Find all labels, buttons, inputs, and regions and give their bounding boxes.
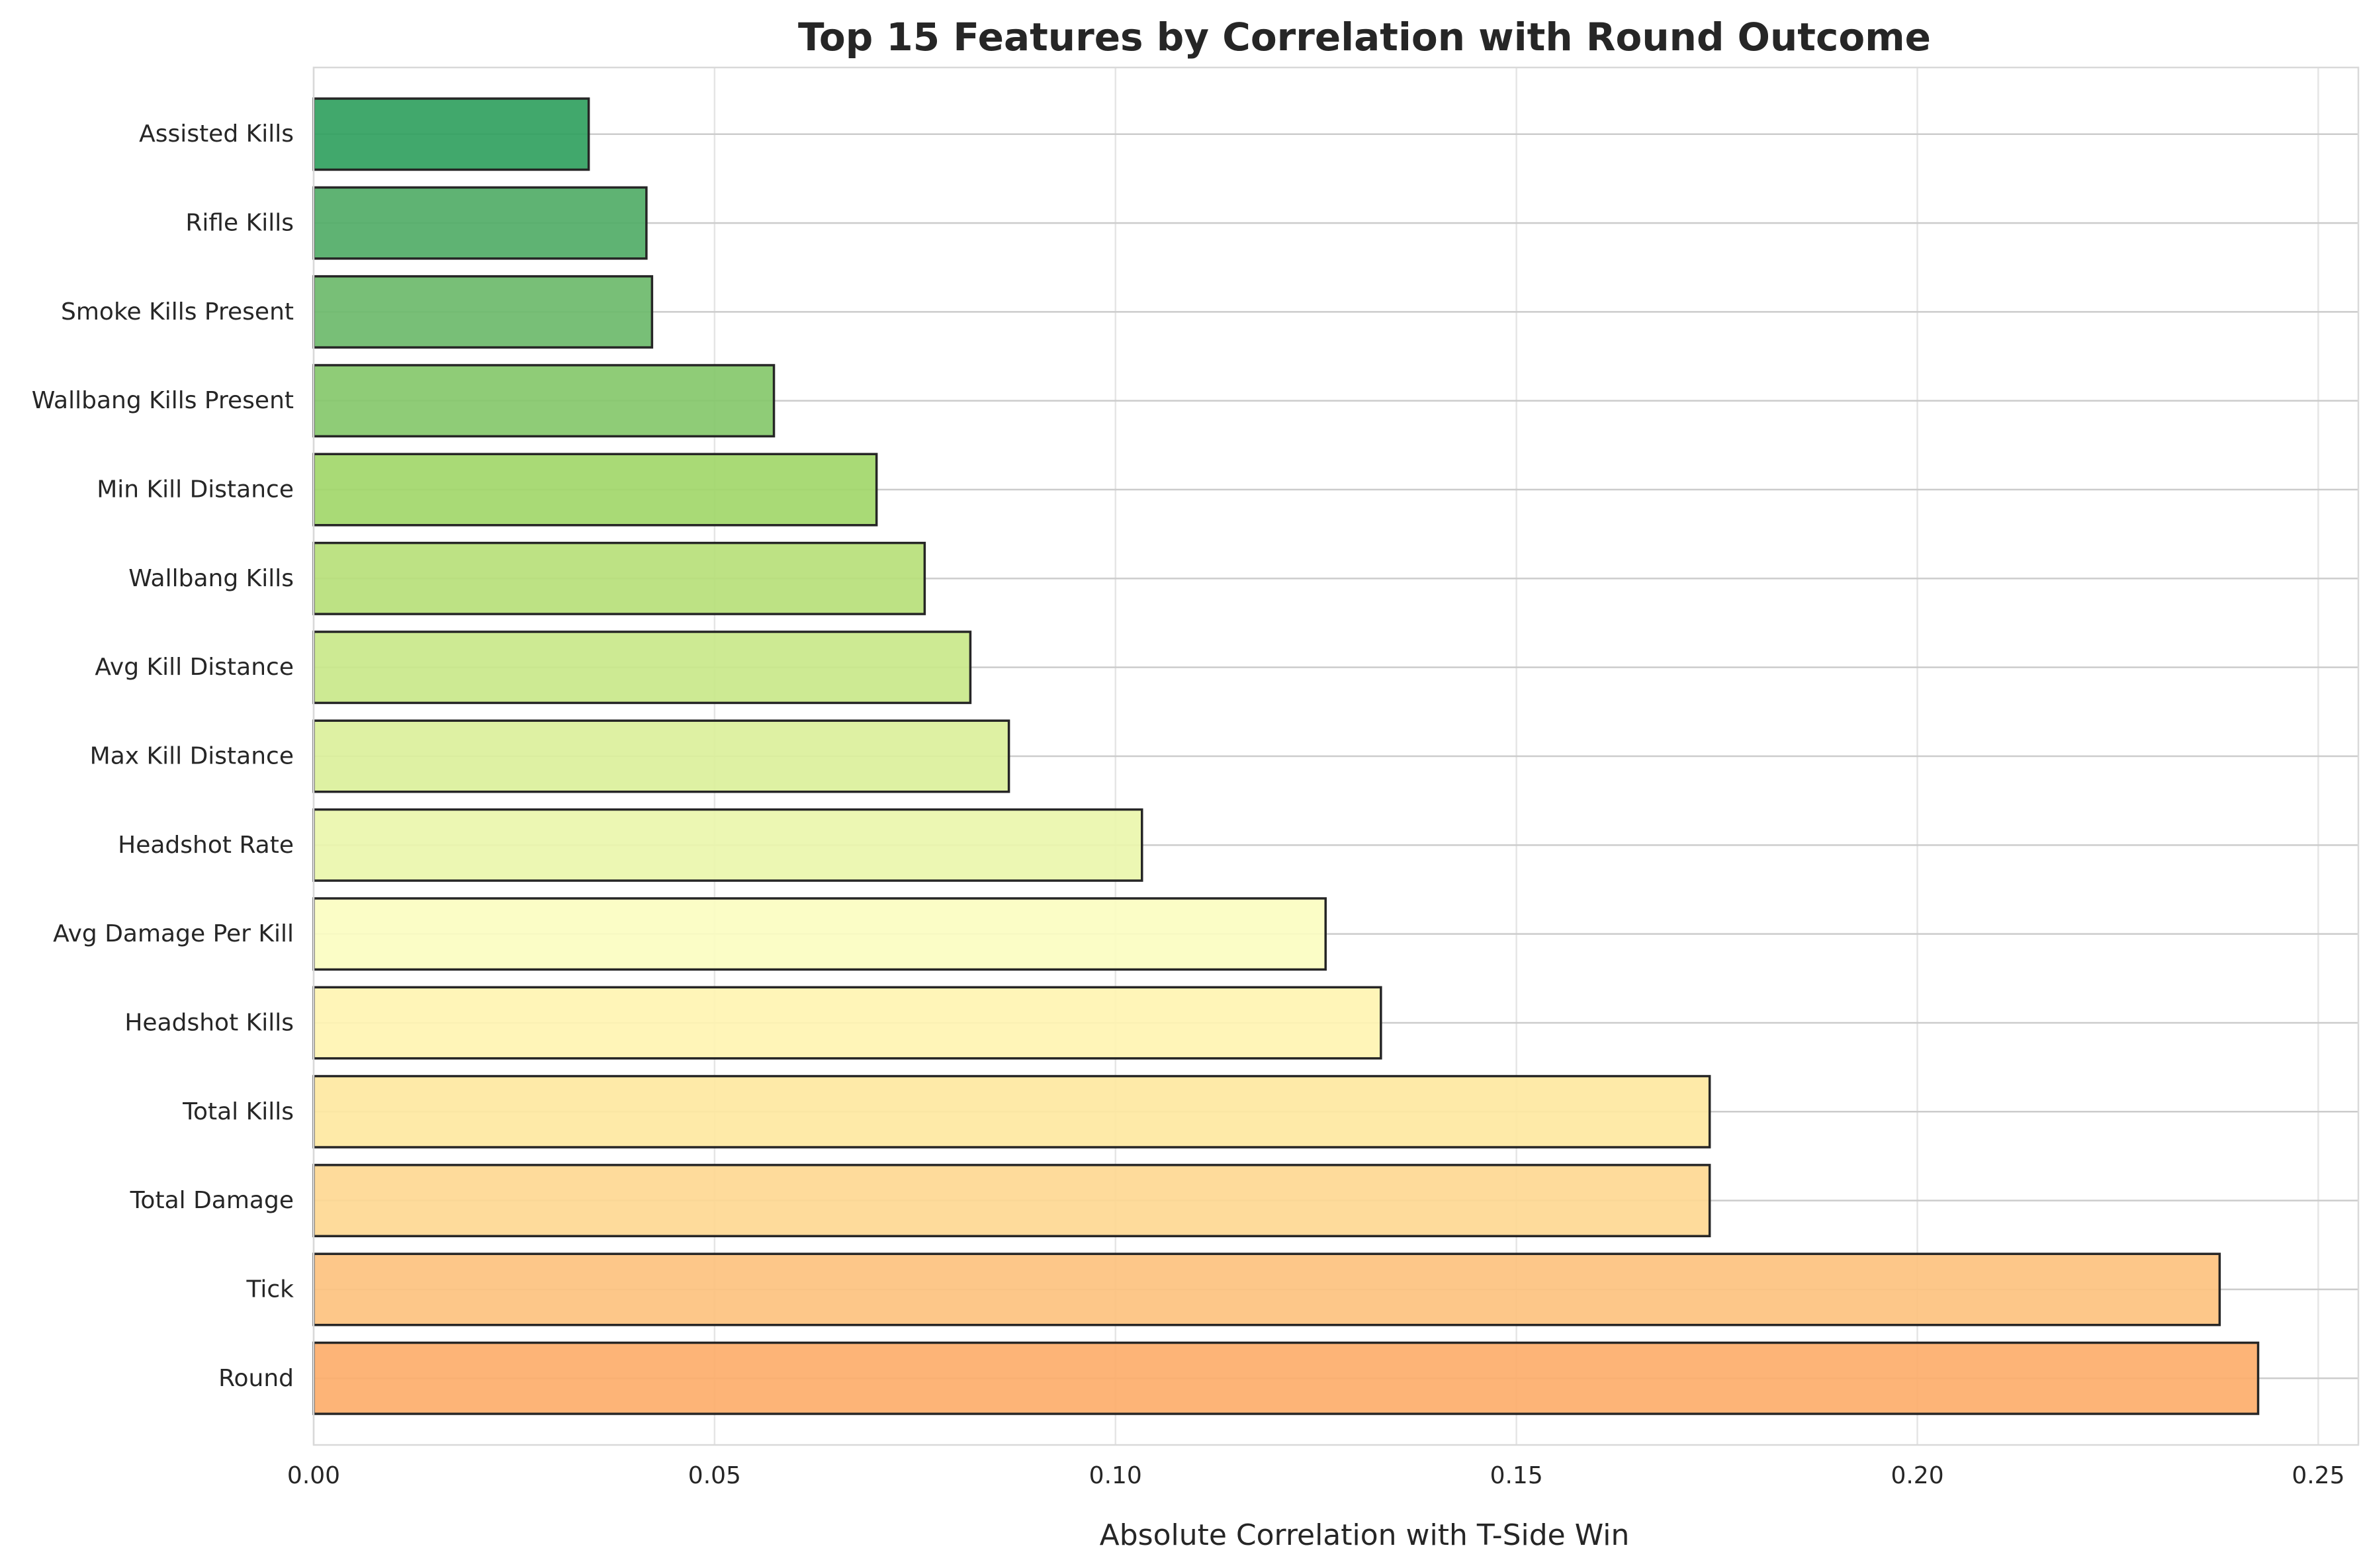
y-tick-label-wallbang-kills-present: Wallbang Kills Present xyxy=(32,387,294,414)
y-tick-label-smoke-kills-present: Smoke Kills Present xyxy=(61,298,294,326)
bar-avg-kill-distance xyxy=(312,631,972,705)
bar-total-damage xyxy=(312,1164,1711,1238)
y-tick-label-min-kill-distance: Min Kill Distance xyxy=(97,476,294,503)
y-tick-label-max-kill-distance: Max Kill Distance xyxy=(90,743,294,770)
y-tick-label-assisted-kills: Assisted Kills xyxy=(139,120,294,148)
bar-min-kill-distance xyxy=(312,453,878,527)
bar-headshot-kills xyxy=(312,986,1382,1060)
bar-avg-damage-per-kill xyxy=(312,897,1327,971)
y-tick-label-avg-damage-per-kill: Avg Damage Per Kill xyxy=(53,920,294,947)
y-tick-label-total-damage: Total Damage xyxy=(130,1187,294,1214)
y-tick-labels: Round Tick Total Damage Total Kills Headshot… xyxy=(32,120,294,1392)
bars xyxy=(312,97,2260,1415)
x-tick-labels: 0.00 0.05 0.10 0.15 0.20 0.25 xyxy=(287,1462,2345,1489)
x-axis-label: Absolute Correlation with T-Side Win xyxy=(1100,1518,1630,1552)
x-tick-label-2: 0.10 xyxy=(1089,1462,1142,1489)
y-tick-label-tick: Tick xyxy=(245,1276,294,1303)
x-tick-label-3: 0.15 xyxy=(1490,1462,1543,1489)
bar-assisted-kills xyxy=(312,97,590,171)
y-tick-label-rifle-kills: Rifle Kills xyxy=(185,210,294,237)
bar-round xyxy=(312,1341,2260,1415)
y-tick-label-headshot-kills: Headshot Kills xyxy=(124,1009,294,1036)
y-tick-label-wallbang-kills: Wallbang Kills xyxy=(128,565,294,592)
bar-wallbang-kills-present xyxy=(312,364,776,438)
x-tick-label-5: 0.25 xyxy=(2292,1462,2344,1489)
plot-border xyxy=(312,66,2360,1446)
bar-smoke-kills-present xyxy=(312,275,654,349)
bar-rifle-kills xyxy=(312,186,648,260)
y-tick-label-round: Round xyxy=(218,1365,294,1392)
bar-total-kills xyxy=(312,1074,1711,1149)
bar-headshot-rate xyxy=(312,808,1143,882)
bar-tick xyxy=(312,1252,2221,1327)
bar-max-kill-distance xyxy=(312,719,1010,793)
x-tick-label-4: 0.20 xyxy=(1891,1462,1943,1489)
bar-wallbang-kills xyxy=(312,541,926,615)
x-tick-label-0: 0.00 xyxy=(287,1462,340,1489)
y-tick-label-avg-kill-distance: Avg Kill Distance xyxy=(95,654,294,681)
x-tick-label-1: 0.05 xyxy=(688,1462,741,1489)
y-tick-label-total-kills: Total Kills xyxy=(182,1098,294,1125)
plot-frame xyxy=(312,66,2360,1446)
y-tick-label-headshot-rate: Headshot Rate xyxy=(118,832,294,859)
chart-title: Top 15 Features by Correlation with Roun… xyxy=(798,15,1931,60)
